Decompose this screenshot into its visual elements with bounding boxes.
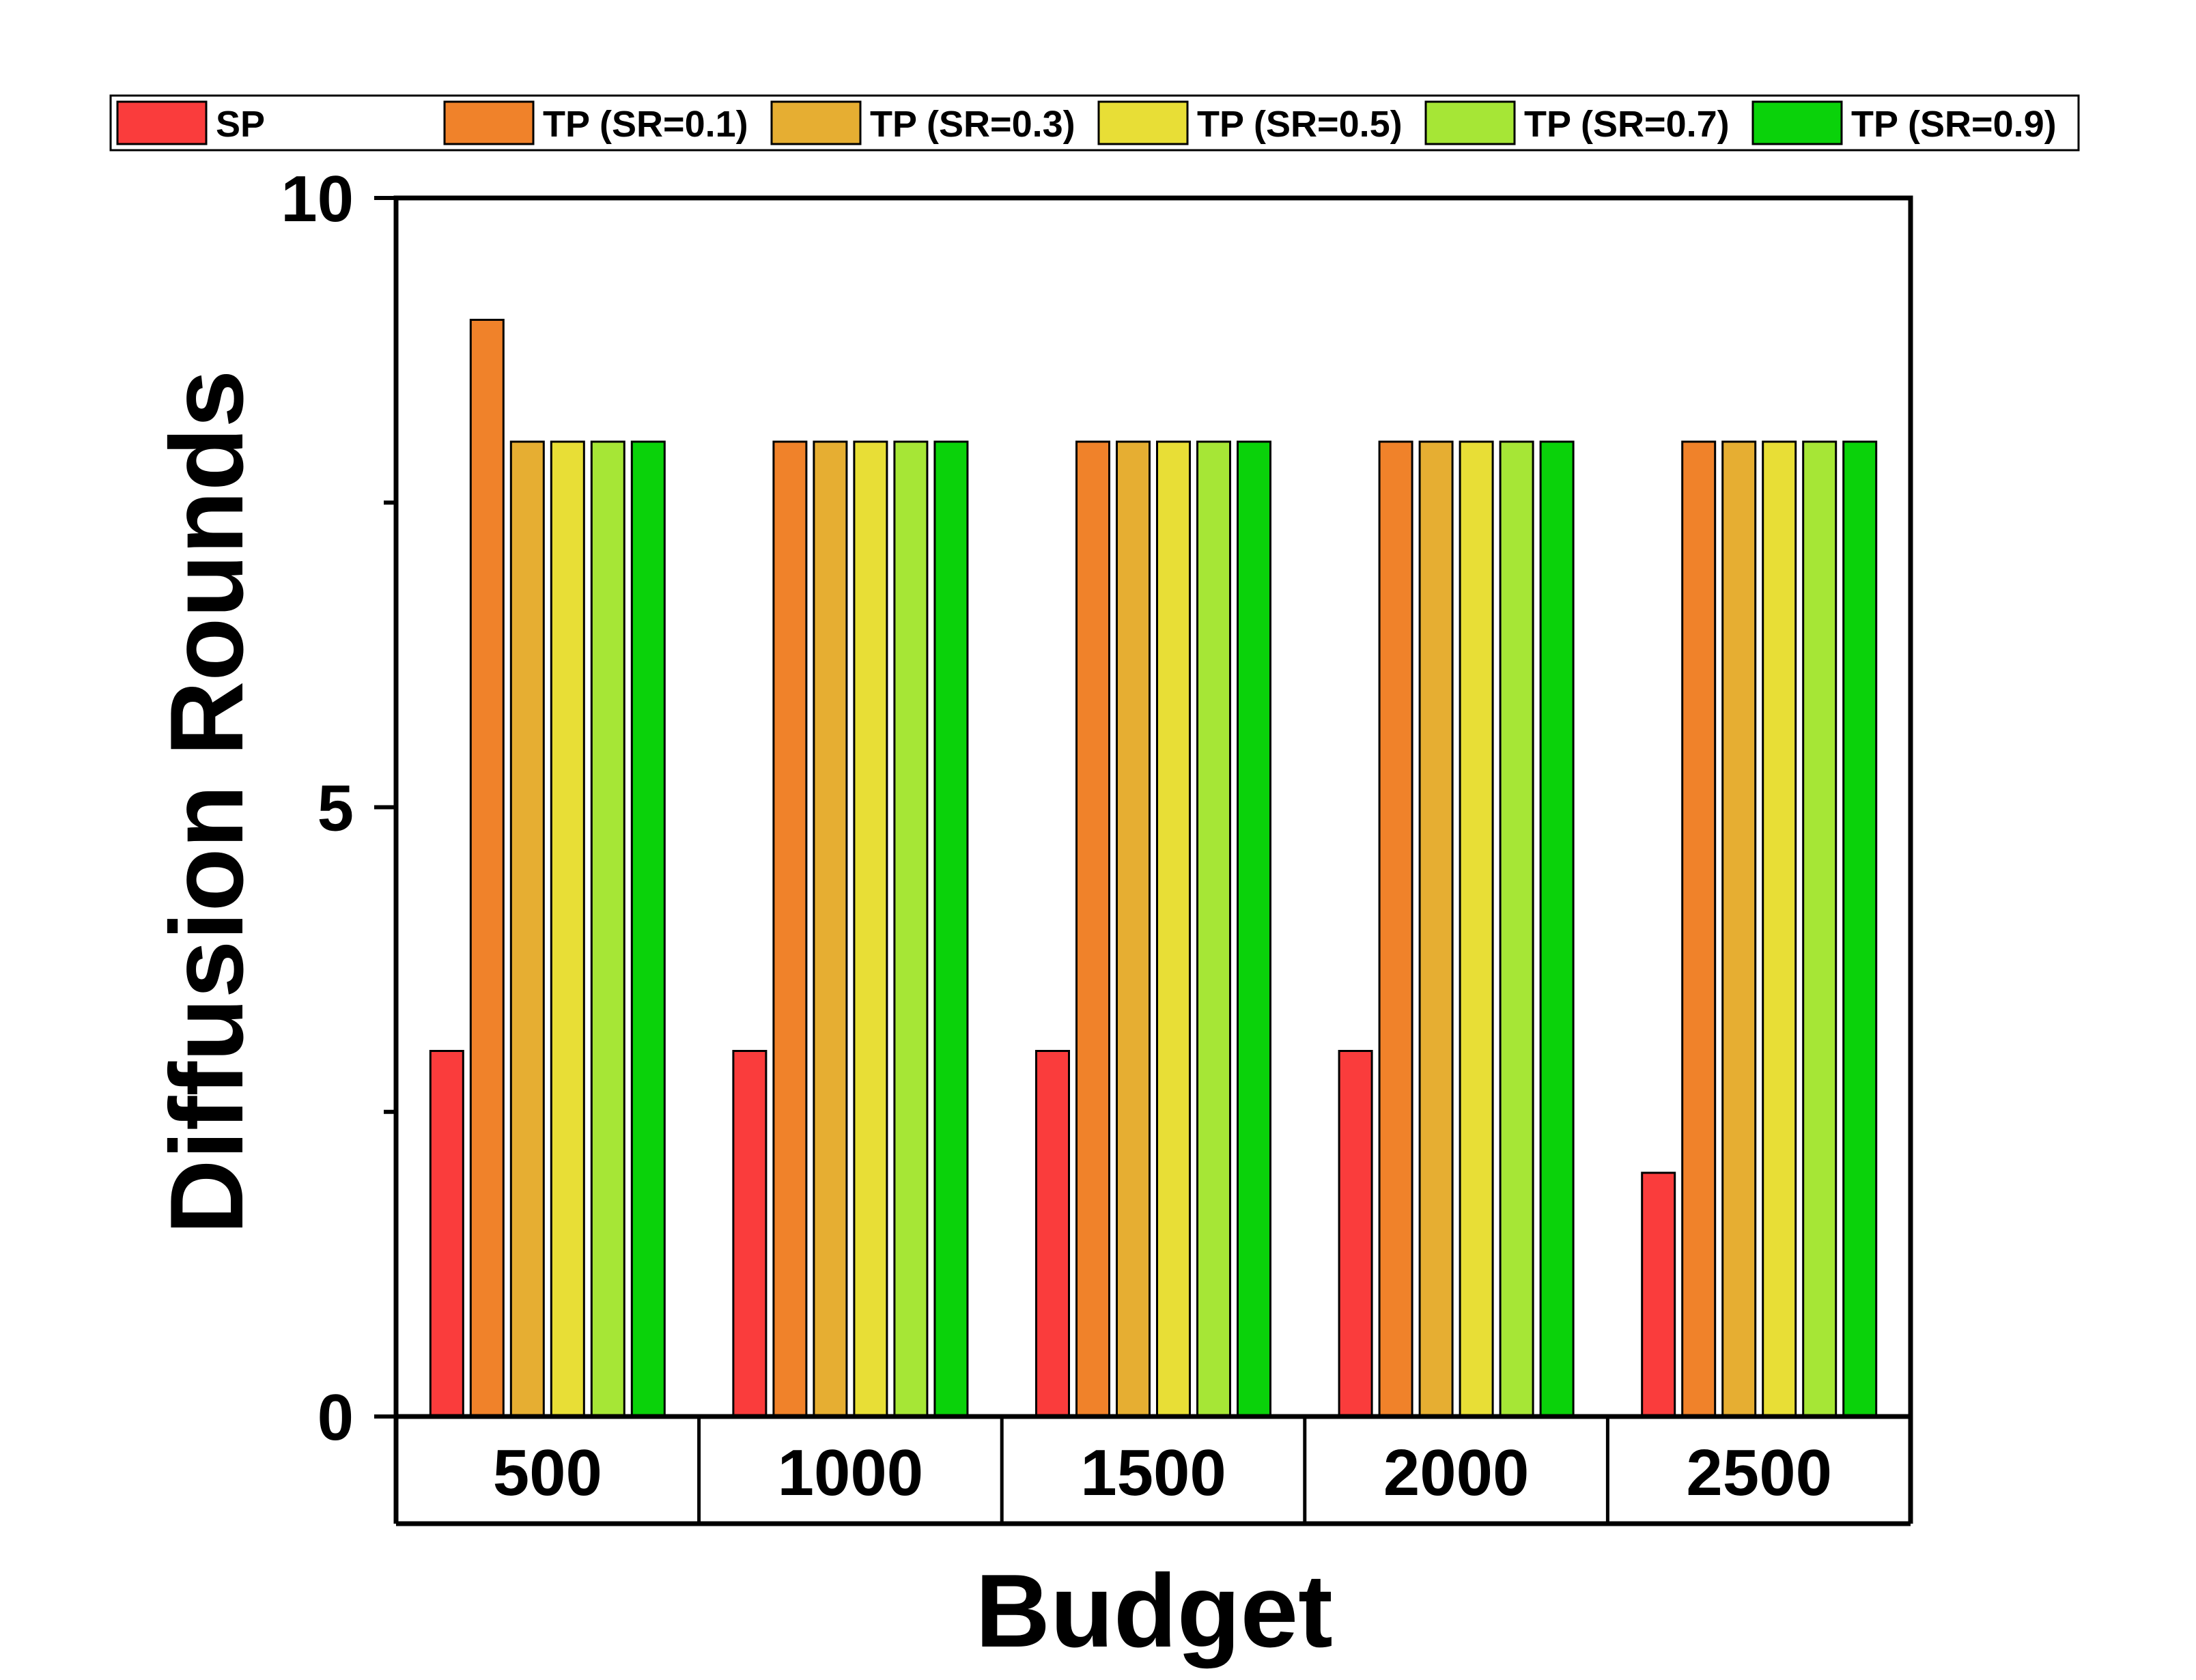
legend-swatch	[1097, 100, 1189, 145]
bar	[1035, 1050, 1070, 1418]
bar	[509, 440, 545, 1418]
bar	[630, 440, 666, 1418]
x-tick-label: 2500	[1686, 1436, 1832, 1509]
x-tick-label: 1000	[778, 1436, 924, 1509]
bar	[1499, 440, 1534, 1418]
bar	[1418, 440, 1454, 1418]
y-tick-label: 5	[318, 772, 354, 845]
bars-group	[429, 319, 1878, 1418]
bar	[1156, 440, 1191, 1418]
legend-label: TP (SR=0.5)	[1197, 104, 1403, 145]
bar	[429, 1050, 464, 1418]
bar	[1762, 440, 1797, 1418]
bar	[1842, 440, 1878, 1418]
legend-box	[109, 94, 2080, 152]
bar	[1539, 440, 1575, 1418]
x-tick-label: 1500	[1080, 1436, 1226, 1509]
legend: SP TP (SR=0.1) TP (SR=0.3) TP (SR=0.5) TP (S…	[109, 94, 2080, 152]
bar	[893, 440, 929, 1418]
legend-swatch	[443, 100, 535, 145]
bar	[853, 440, 888, 1418]
legend-swatch	[1424, 100, 1516, 145]
bar	[1459, 440, 1494, 1418]
axes-group: 500 1000 1500 2000 2500 0 5 10	[281, 162, 1913, 1526]
x-tick-label: 2000	[1383, 1436, 1530, 1509]
y-tick-label: 10	[281, 162, 354, 236]
legend-swatch	[116, 100, 208, 145]
bar	[1721, 440, 1757, 1418]
legend-label: TP (SR=0.3)	[870, 104, 1075, 145]
legend-label: TP (SR=0.9)	[1851, 104, 2057, 145]
bar	[1196, 440, 1231, 1418]
legend-swatch	[770, 100, 862, 145]
bar	[772, 440, 808, 1418]
bar	[1075, 440, 1110, 1418]
bar	[550, 440, 585, 1418]
x-tick-label: 500	[493, 1436, 602, 1509]
bar	[1641, 1171, 1676, 1418]
bar	[933, 440, 969, 1418]
bar	[469, 319, 505, 1418]
bar	[732, 1050, 768, 1418]
x-axis-label: Budget	[975, 1553, 1332, 1669]
bar	[1116, 440, 1151, 1418]
bar	[1681, 440, 1717, 1418]
y-axis-label: Diffusion Rounds	[149, 370, 265, 1234]
bar	[1338, 1050, 1373, 1418]
y-tick-label: 0	[318, 1381, 354, 1454]
bar	[590, 440, 625, 1418]
bar	[1237, 440, 1271, 1418]
legend-label: TP (SR=0.1)	[543, 104, 748, 145]
legend-label: SP	[216, 104, 265, 145]
legend-swatch	[1751, 100, 1843, 145]
bar	[813, 440, 848, 1418]
bar	[1802, 440, 1838, 1418]
bar	[1378, 440, 1413, 1418]
legend-label: TP (SR=0.7)	[1524, 104, 1730, 145]
